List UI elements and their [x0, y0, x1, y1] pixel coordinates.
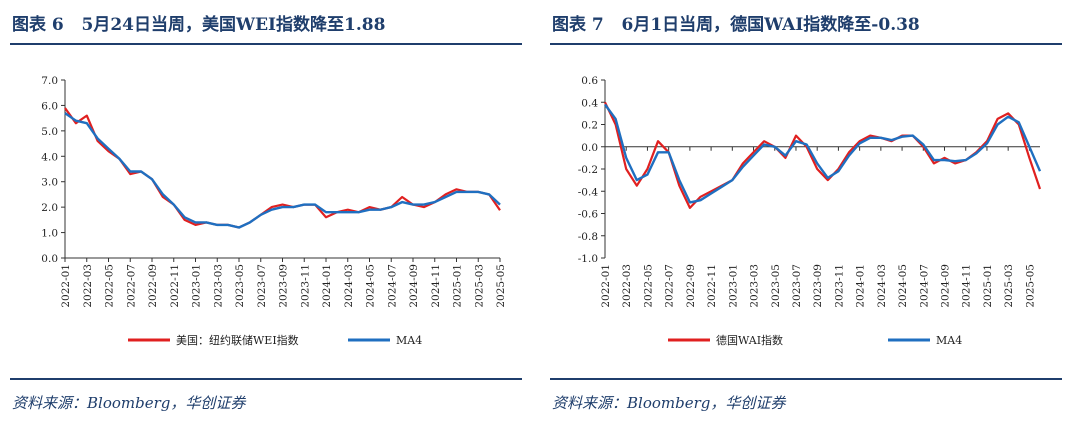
figure-title: 图表 6 5月24日当周，美国WEI指数降至1.88	[12, 15, 386, 35]
y-tick-label: 2.0	[41, 202, 58, 214]
source-divider	[550, 378, 1062, 380]
y-tick-label: 0.0	[581, 142, 598, 154]
germany-wai-line-chart: -1.0 -0.8 -0.6 -0.4 -0.2 0.0 0.2 0.4 0.6 2022-01 2…	[578, 75, 1042, 347]
x-tick-label: 2024-03	[876, 264, 888, 308]
legend-label-index: 德国WAI指数	[716, 333, 783, 347]
ma4-series-line	[64, 112, 501, 229]
x-tick-label: 2022-11	[706, 264, 718, 308]
y-tick-label: -0.4	[578, 186, 599, 198]
x-tick-label: 2025-01	[982, 264, 994, 308]
figure-panel-us-wei: 图表 6 5月24日当周，美国WEI指数降至1.88 0.0 1.0 2.0 3.0 4…	[10, 0, 532, 425]
y-tick-label: 1.0	[41, 228, 58, 240]
y-tick-label: -0.2	[578, 164, 598, 176]
y-tick-label: 0.4	[581, 97, 598, 109]
x-tick-label: 2024-11	[430, 264, 442, 308]
x-tick-label: 2024-03	[343, 264, 355, 308]
us-wei-line-chart: 0.0 1.0 2.0 3.0 4.0 5.0 6.0 7.0 2022-01 2022-03 20…	[41, 75, 507, 347]
x-tick-label: 2022-05	[104, 264, 116, 308]
y-tick-label: -0.6	[578, 209, 599, 221]
y-tick-label: 0.2	[581, 120, 598, 132]
x-tick-label: 2023-05	[770, 264, 782, 308]
x-tick-label: 2023-01	[191, 264, 203, 308]
y-tick-label: 0.0	[41, 253, 58, 265]
x-tick-label: 2022-05	[642, 264, 654, 308]
y-tick-label: 3.0	[41, 177, 58, 189]
x-tick-label: 2024-05	[365, 264, 377, 308]
x-tick-label: 2025-05	[1024, 264, 1036, 308]
source-note: 资料来源：Bloomberg，华创证券	[552, 394, 786, 412]
x-tick-label: 2023-01	[727, 264, 739, 308]
x-tick-label: 2022-01	[60, 264, 72, 308]
x-tick-label: 2022-07	[664, 264, 676, 308]
y-tick-label: -1.0	[578, 253, 598, 265]
x-tick-label: 2023-03	[212, 264, 224, 308]
y-tick-label: 6.0	[41, 100, 58, 112]
x-tick-label: 2024-01	[321, 264, 333, 308]
legend-label-index: 美国：纽约联储WEI指数	[176, 333, 299, 347]
x-tick-label: 2022-03	[621, 264, 633, 308]
x-tick-label: 2024-05	[897, 264, 909, 308]
title-divider	[10, 43, 522, 45]
x-tick-label: 2025-03	[1003, 264, 1015, 308]
index-series-line	[64, 107, 501, 229]
x-tick-label: 2025-01	[452, 264, 464, 308]
x-tick-label: 2024-09	[408, 264, 420, 308]
x-tick-label: 2023-11	[833, 264, 845, 308]
x-tick-label: 2023-09	[812, 264, 824, 308]
x-tick-label: 2024-07	[918, 264, 930, 308]
source-divider	[10, 378, 522, 380]
y-tick-label: 7.0	[41, 75, 58, 87]
x-tick-label: 2023-07	[791, 264, 803, 308]
figure-panel-germany-wai: 图表 7 6月1日当周，德国WAI指数降至-0.38 -1.0 -0.8 -0.6-…	[550, 0, 1072, 425]
x-tick-label: 2022-11	[169, 264, 181, 308]
x-tick-label: 2025-05	[495, 264, 507, 308]
x-tick-label: 2022-07	[125, 264, 137, 308]
x-tick-label: 2024-11	[961, 264, 973, 308]
x-tick-label: 2023-03	[749, 264, 761, 308]
y-tick-label: 5.0	[41, 126, 58, 138]
x-tick-label: 2022-09	[685, 264, 697, 308]
y-tick-label: 0.6	[581, 75, 598, 87]
ma4-series-line	[604, 103, 1042, 204]
x-tick-label: 2023-09	[278, 264, 290, 308]
x-tick-label: 2022-01	[600, 264, 612, 308]
legend-label-ma4: MA4	[936, 334, 962, 347]
x-tick-label: 2022-03	[82, 264, 94, 308]
x-tick-label: 2022-09	[147, 264, 159, 308]
title-divider	[550, 43, 1062, 45]
x-tick-label: 2024-07	[386, 264, 398, 308]
x-tick-label: 2023-07	[256, 264, 268, 308]
y-tick-label: 4.0	[41, 151, 58, 163]
x-tick-label: 2025-03	[473, 264, 485, 308]
figure-title: 图表 7 6月1日当周，德国WAI指数降至-0.38	[552, 15, 920, 35]
x-tick-label: 2023-11	[299, 264, 311, 308]
source-note: 资料来源：Bloomberg，华创证券	[12, 394, 246, 412]
x-tick-label: 2023-05	[234, 264, 246, 308]
x-tick-label: 2024-01	[855, 264, 867, 308]
y-tick-label: -0.8	[578, 231, 598, 243]
x-tick-label: 2024-09	[940, 264, 952, 308]
legend-label-ma4: MA4	[396, 334, 422, 347]
